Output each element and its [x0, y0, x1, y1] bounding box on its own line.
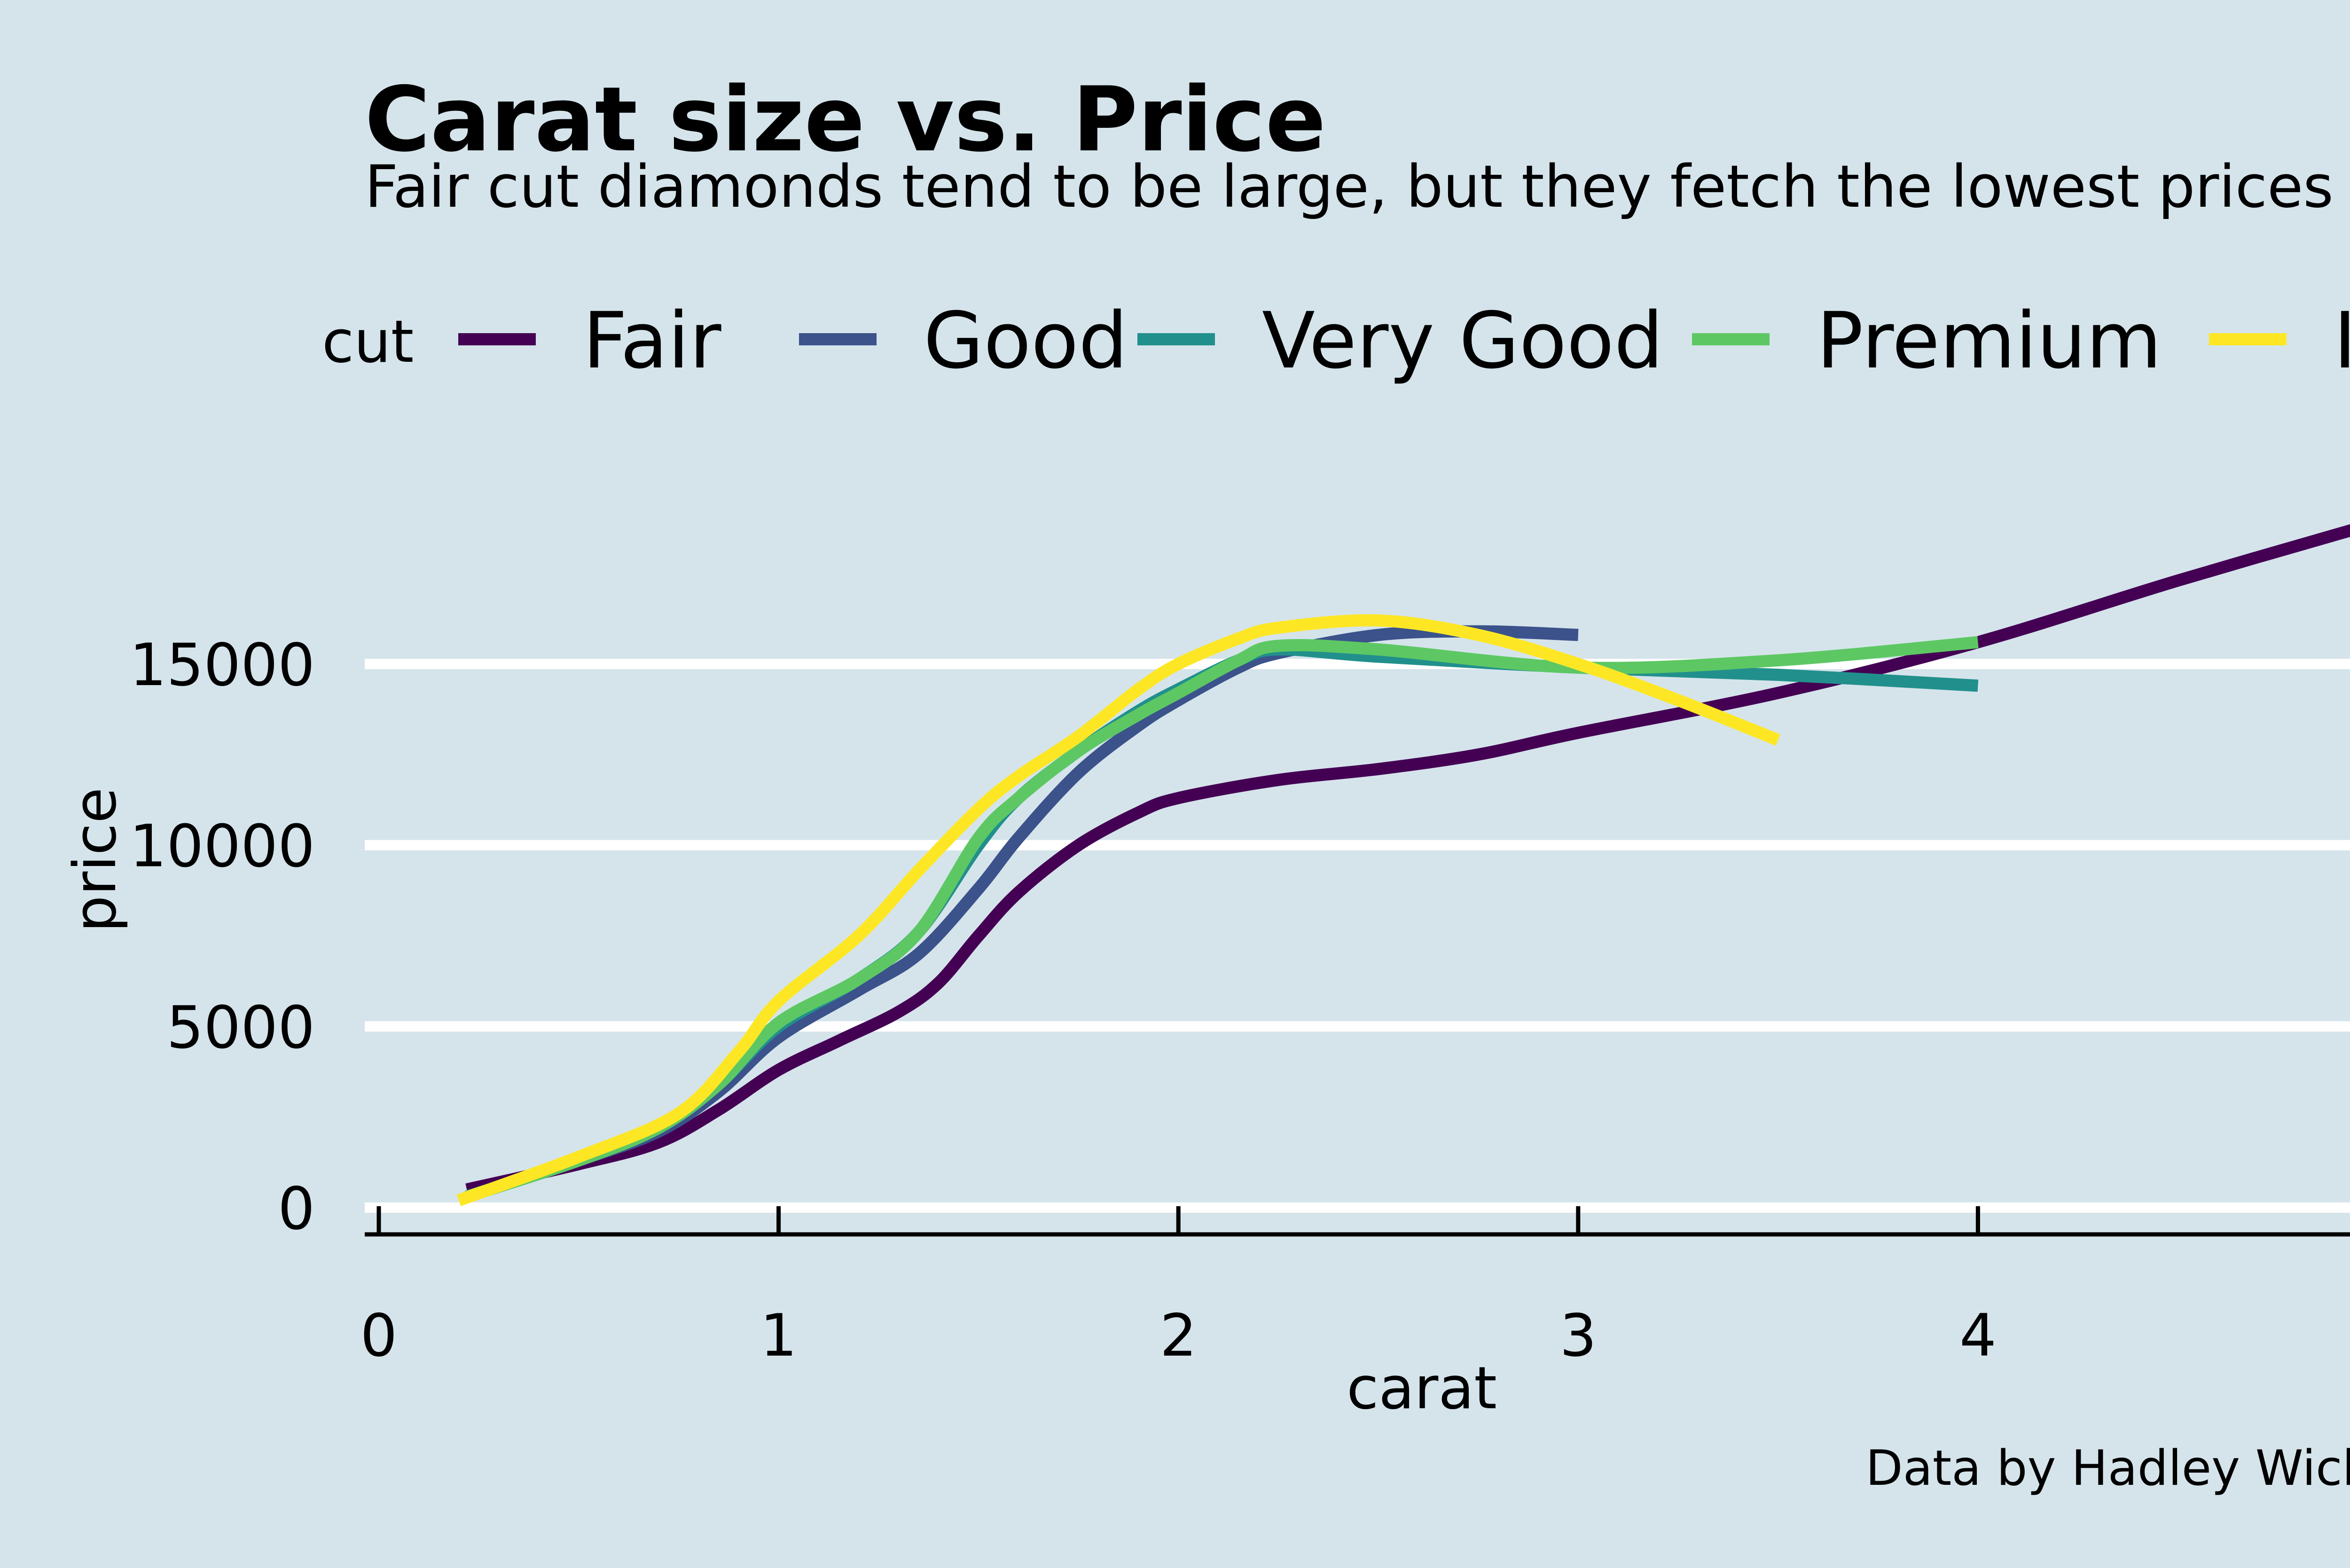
legend: cut Fair Good Very Good Premium Ideal: [322, 296, 2350, 386]
legend-label-fair: Fair: [583, 296, 721, 386]
x-tick-label: 2: [1160, 1302, 1197, 1370]
y-tick-label: 0: [278, 1175, 315, 1243]
chart-title: Carat size vs. Price: [365, 68, 1326, 172]
series-line-good: [465, 625, 1579, 1203]
legend-label-good: Good: [924, 296, 1128, 386]
legend-label-ideal: Ideal: [2334, 296, 2350, 386]
chart-subtitle: Fair cut diamonds tend to be large, but …: [365, 153, 2350, 221]
y-tick-label: 15000: [130, 632, 315, 699]
y-tick-label: 10000: [130, 813, 315, 881]
legend-label-very-good: Very Good: [1262, 296, 1663, 386]
legend-item-ideal: Ideal: [2209, 296, 2350, 386]
y-tick-label: 5000: [166, 994, 315, 1061]
x-tick-label: 0: [360, 1302, 398, 1370]
x-tick-label: 4: [1959, 1302, 1997, 1370]
x-tick-label: 1: [760, 1302, 797, 1370]
axes: 012345050001000015000: [130, 632, 2350, 1370]
series-line-ideal: [456, 614, 1780, 1206]
x-axis-title: carat: [1347, 1355, 1497, 1422]
legend-item-good: Good: [799, 296, 1128, 386]
legend-title: cut: [322, 308, 414, 376]
legend-item-fair: Fair: [458, 296, 721, 386]
x-tick-label: 3: [1559, 1302, 1597, 1370]
legend-item-very-good: Very Good: [1137, 296, 1663, 386]
chart-caption: Data by Hadley Wickham: [1865, 1440, 2350, 1497]
series-line-fair: [465, 524, 2350, 1196]
legend-label-premium: Premium: [1817, 296, 2162, 386]
legend-item-premium: Premium: [1692, 296, 2162, 386]
series-layer: [456, 524, 2350, 1206]
y-axis-title: price: [62, 788, 129, 933]
